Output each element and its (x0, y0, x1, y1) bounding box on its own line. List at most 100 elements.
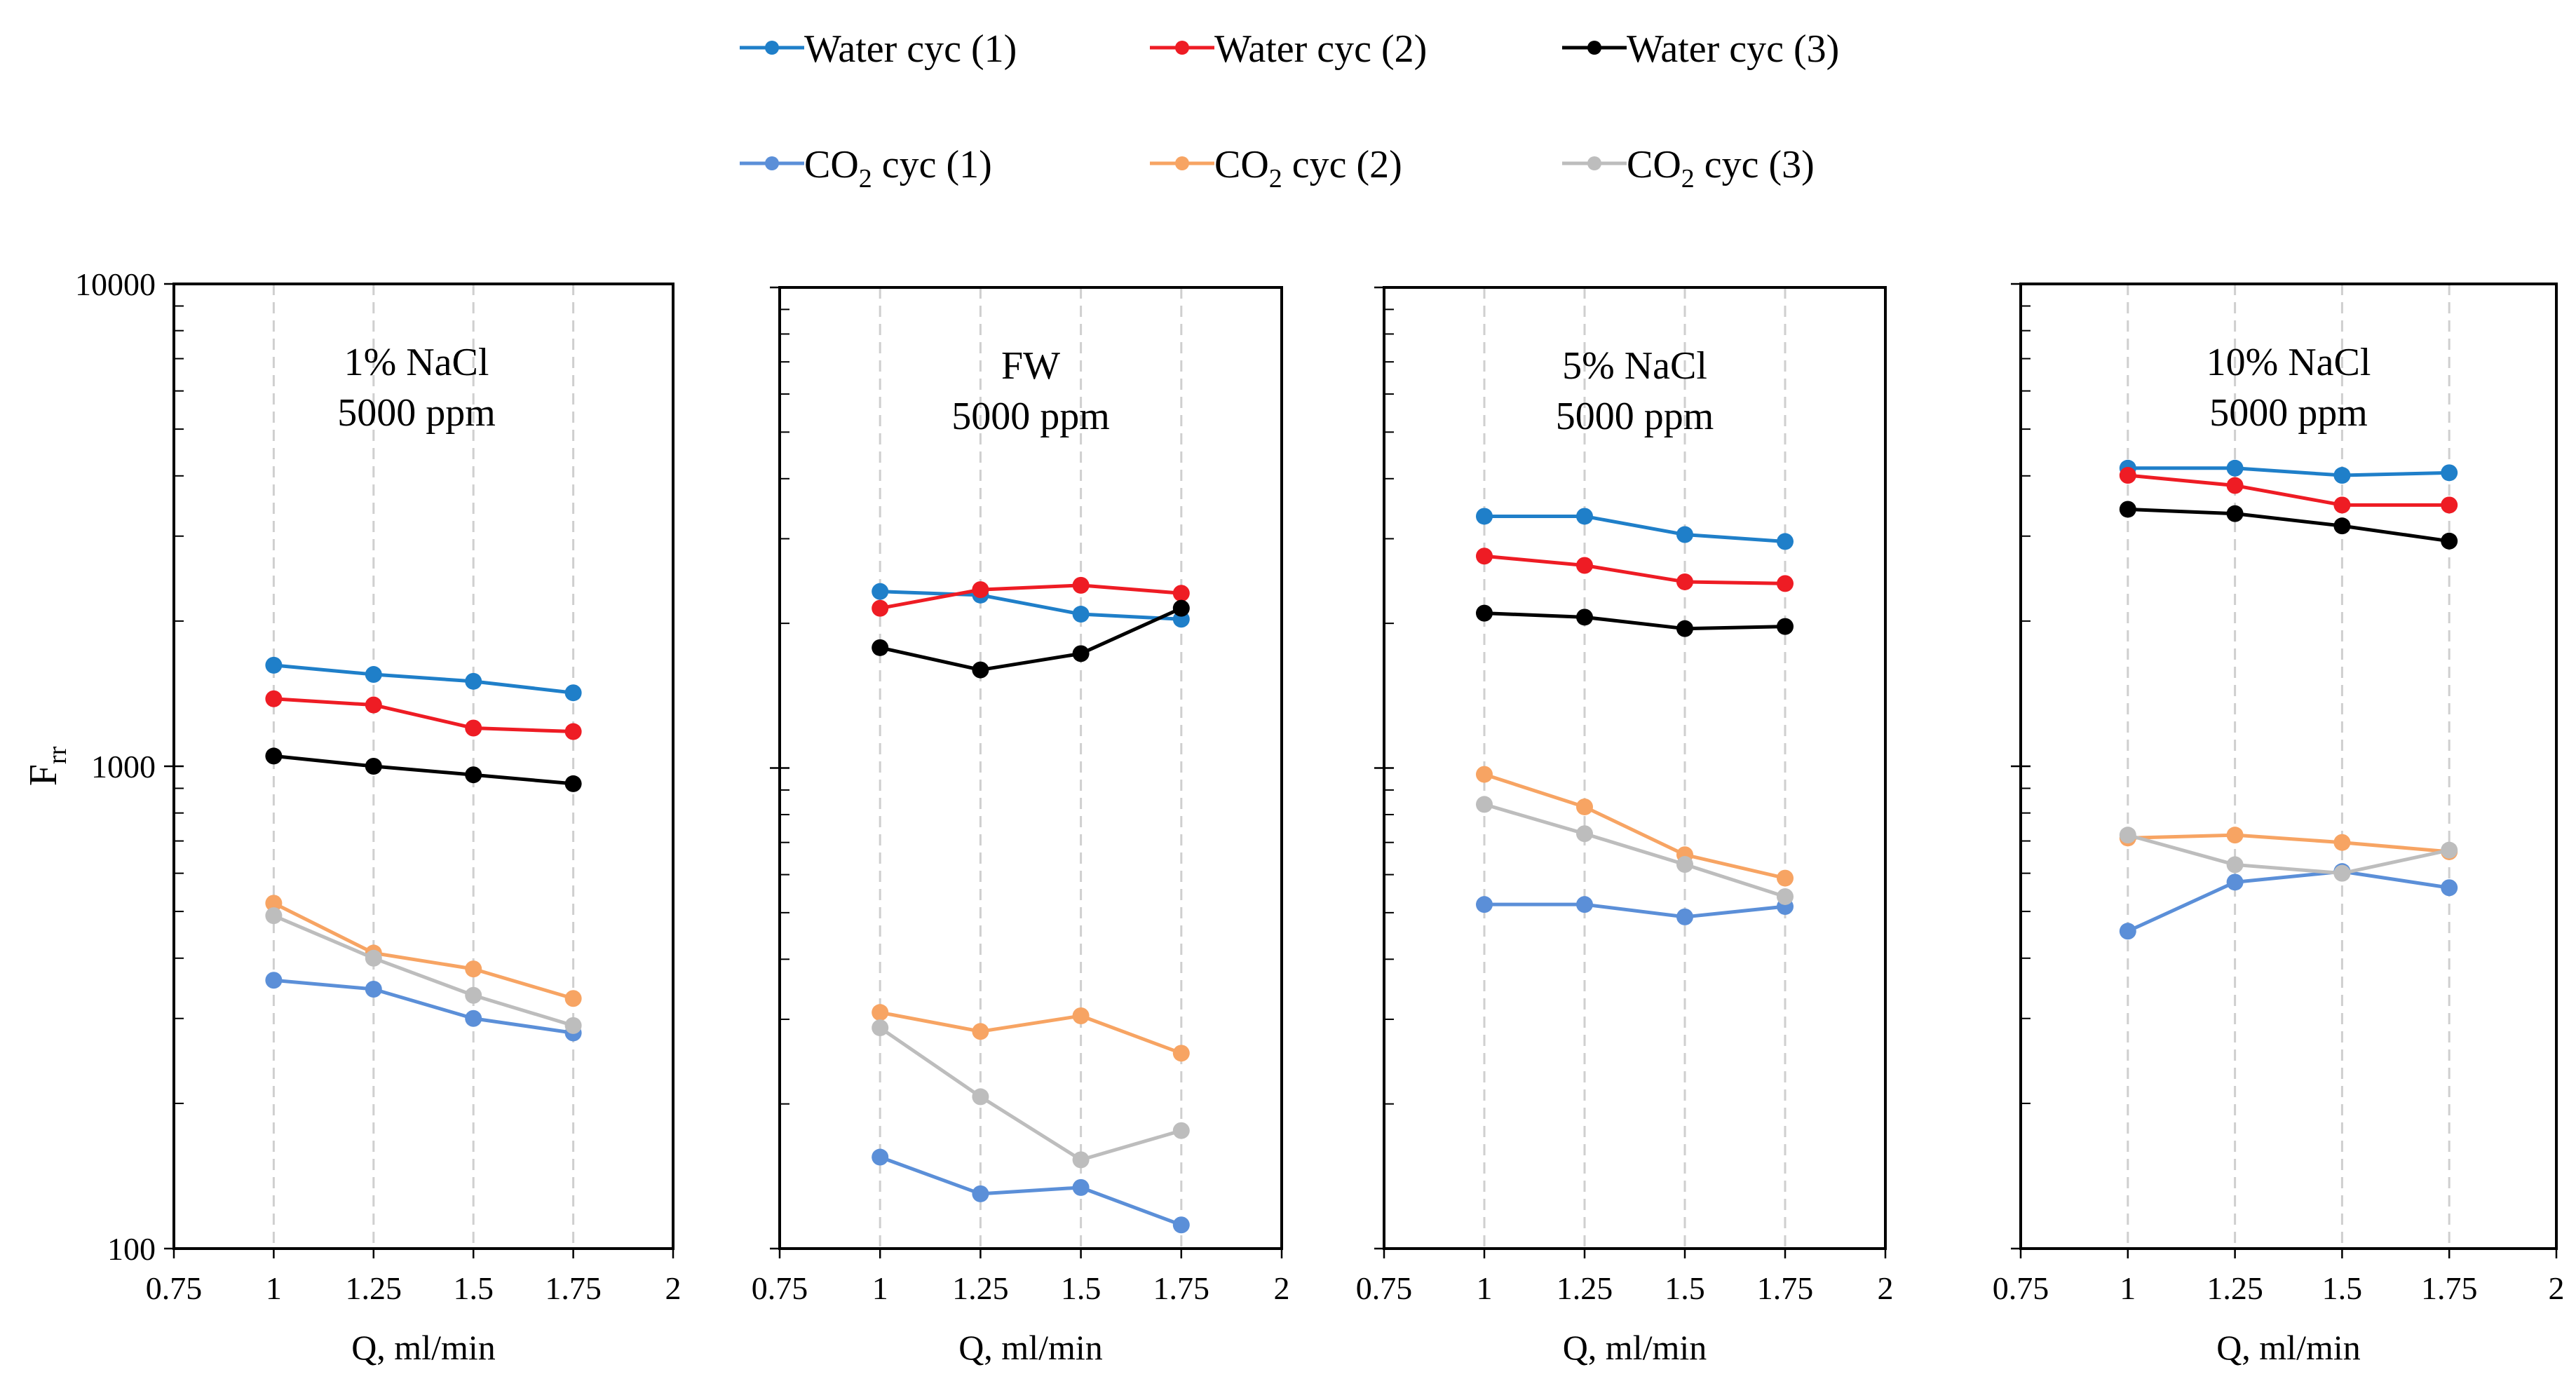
series-line (273, 754, 574, 786)
data-point (1072, 1151, 1090, 1169)
panel-3: 0.75 1 1.25 1.5 1.75 2 Q, ml/min 5% NaCl 5000 pp… (1356, 286, 1894, 1367)
data-point (2226, 477, 2244, 494)
data-point (1777, 888, 1794, 905)
legend-label-subscript: 2 (859, 164, 872, 193)
panel-title-line: FW (1001, 344, 1060, 388)
panel-frame (2019, 283, 2558, 1250)
data-point (265, 972, 283, 989)
data-point (365, 949, 382, 967)
series-co2-cyc-1 (1476, 896, 1794, 925)
series-line (879, 1010, 1182, 1055)
data-point (1172, 599, 1190, 617)
panel-title-line: 10% NaCl (2206, 341, 2371, 384)
x-tick-label: 0.75 (752, 1270, 808, 1306)
data-point (365, 666, 382, 684)
x-tick-label: 1.5 (2322, 1270, 2363, 1306)
x-tick-label: 1.75 (545, 1270, 602, 1306)
series-line (273, 663, 574, 695)
legend-item-water-cyc-1: Water cyc (1) (740, 27, 1017, 71)
legend-label-subscript: 2 (1269, 164, 1282, 193)
legend-label-rest: cyc (1) (872, 143, 992, 186)
series-water-cyc-3 (2119, 501, 2458, 550)
data-point (1576, 825, 1593, 843)
data-point (2333, 517, 2351, 535)
y-tick-label: 100 (107, 1231, 156, 1267)
x-tick-label: 2 (1878, 1270, 1894, 1306)
series-co2-cyc-1 (872, 1148, 1190, 1234)
data-point (872, 1004, 889, 1021)
x-tick-label: 1.5 (1061, 1270, 1101, 1306)
legend-label: Water cyc (3) (1627, 27, 1839, 71)
series-line (1484, 554, 1786, 585)
data-point (2441, 841, 2458, 859)
series-water-cyc-1 (265, 656, 582, 702)
x-tick-label: 1.75 (2421, 1270, 2478, 1306)
data-point (1072, 1007, 1090, 1025)
data-point (972, 1023, 989, 1040)
data-point (365, 696, 382, 714)
data-point (1676, 856, 1693, 874)
series-line (273, 978, 574, 1035)
x-tick-label: 1.25 (1557, 1270, 1613, 1306)
legend-label: CO2 cyc (3) (1627, 143, 1815, 193)
data-point (1777, 869, 1794, 887)
legend-label: CO2 cyc (1) (804, 143, 992, 193)
data-point (972, 1185, 989, 1202)
data-point (2226, 827, 2244, 844)
panel-title-line: 5000 ppm (2209, 391, 2368, 435)
x-tick-label: 1.75 (1757, 1270, 1814, 1306)
x-tick-label: 1 (1477, 1270, 1493, 1306)
data-point (365, 758, 382, 775)
data-point (465, 986, 482, 1004)
x-tick-label: 2 (665, 1270, 682, 1306)
series-water-cyc-3 (265, 747, 582, 792)
series-line (273, 697, 574, 734)
panel-frame (778, 286, 1283, 1250)
series-water-cyc-2 (265, 690, 582, 740)
legend-label-subscript: 2 (1681, 164, 1695, 193)
data-point (465, 719, 482, 737)
data-point (2119, 923, 2136, 940)
x-axis-label: Q, ml/min (958, 1328, 1103, 1367)
panel-frame (1383, 286, 1887, 1250)
series-water-cyc-3 (1476, 604, 1794, 637)
series-line (273, 902, 574, 1000)
legend-marker (1587, 41, 1601, 55)
x-tick-label: 0.75 (146, 1270, 203, 1306)
data-point (1676, 908, 1693, 925)
series-co2-cyc-2 (2119, 827, 2458, 860)
data-point (872, 639, 889, 656)
series-line (2127, 466, 2450, 477)
series-line (2127, 507, 2450, 543)
data-point (2226, 505, 2244, 522)
series-co2-cyc-2 (872, 1004, 1190, 1062)
x-tick-label: 1.25 (952, 1270, 1009, 1306)
data-point (1676, 620, 1693, 637)
x-tick-label: 1.75 (1153, 1270, 1210, 1306)
legend-label-rest: cyc (2) (1282, 143, 1402, 186)
data-point (465, 766, 482, 784)
legend-label-main: CO (804, 143, 859, 186)
series-line (1484, 902, 1786, 919)
data-point (2333, 467, 2351, 484)
data-point (972, 1088, 989, 1106)
x-axis-label: Q, ml/min (351, 1328, 496, 1367)
data-point (1476, 604, 1493, 622)
data-point (2441, 879, 2458, 897)
series-co2-cyc-3 (1476, 796, 1794, 905)
x-tick-label: 1.5 (1665, 1270, 1705, 1306)
series-water-cyc-1 (1476, 508, 1794, 550)
x-axis-label: Q, ml/min (2216, 1328, 2361, 1367)
legend-marker (1175, 41, 1189, 55)
data-point (564, 1017, 582, 1034)
data-point (564, 684, 582, 702)
data-point (1172, 1122, 1190, 1139)
data-point (1576, 896, 1593, 913)
data-point (2226, 459, 2244, 477)
data-point (972, 581, 989, 599)
series-line (2127, 833, 2450, 876)
data-point (2226, 874, 2244, 891)
legend-label-main: Water cyc (3) (1627, 27, 1839, 71)
legend-label-main: CO (1627, 143, 1681, 186)
panel-title-line: 1% NaCl (344, 341, 489, 384)
